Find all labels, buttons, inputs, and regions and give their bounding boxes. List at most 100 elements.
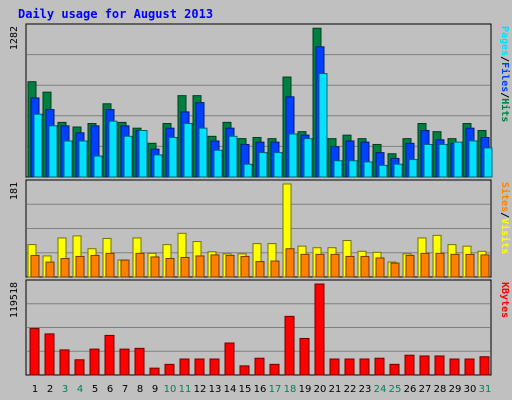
bar-kbytes-day-20 [314, 283, 325, 376]
bar-kbytes-day-28 [434, 355, 445, 376]
side-legend-part: Pages [499, 26, 510, 56]
bar-sites-day-1 [30, 254, 40, 278]
bar-kbytes-day-15 [239, 365, 250, 376]
bar-sites-day-28 [435, 252, 445, 278]
day-label: 30 [464, 384, 477, 395]
day-axis-labels: 1 2 3 4 5 6 7 8 9 10 11 12 13 14 15 16 17 18 19 20 21 22 23 24 2… [32, 384, 492, 395]
bar-kbytes-day-22 [344, 358, 355, 376]
bar-pages-day-27 [423, 143, 433, 178]
bar-pages-day-28 [438, 143, 448, 178]
bar-sites-day-14 [225, 254, 235, 278]
day-label: 14 [224, 384, 237, 395]
bar-pages-day-11 [183, 123, 193, 178]
side-legend-hits: Pages/Files/Hits [499, 26, 511, 122]
bar-kbytes-day-26 [404, 354, 415, 376]
day-label: 3 [62, 384, 68, 395]
bar-sites-day-17 [270, 260, 280, 278]
day-label: 25 [389, 384, 402, 395]
bar-kbytes-day-25 [389, 363, 400, 376]
bar-kbytes-day-17 [269, 363, 280, 376]
bar-kbytes-day-18 [284, 315, 295, 376]
side-legend-kbytes: KBytes [499, 282, 510, 318]
day-label: 13 [209, 384, 222, 395]
bar-pages-day-19 [303, 138, 313, 178]
bar-kbytes-day-3 [59, 349, 70, 376]
bar-pages-day-13 [213, 149, 223, 178]
bar-kbytes-day-12 [194, 358, 205, 376]
bar-pages-day-16 [258, 152, 268, 178]
side-legend-part: Hits [499, 98, 511, 122]
bar-sites-day-2 [45, 261, 55, 278]
side-legend-part: Sites [499, 182, 511, 212]
day-label: 1 [32, 384, 38, 395]
bar-kbytes-day-10 [164, 363, 175, 376]
day-label: 2 [47, 384, 53, 395]
bar-sites-day-30 [465, 253, 475, 278]
bar-sites-day-29 [450, 253, 460, 278]
day-label: 4 [77, 384, 83, 395]
bar-pages-day-14 [228, 135, 238, 178]
bar-kbytes-day-8 [134, 347, 145, 376]
day-label: 22 [344, 384, 357, 395]
bar-kbytes-day-21 [329, 358, 340, 376]
day-label: 17 [269, 384, 282, 395]
bar-sites-day-15 [240, 255, 250, 278]
bar-pages-day-2 [48, 125, 58, 178]
bar-kbytes-day-31 [479, 356, 490, 376]
day-label: 29 [449, 384, 462, 395]
bar-kbytes-day-11 [179, 358, 190, 376]
day-label: 12 [194, 384, 207, 395]
bar-pages-day-18 [288, 133, 298, 178]
day-label: 23 [359, 384, 372, 395]
bar-pages-day-6 [108, 120, 118, 178]
day-label: 5 [92, 384, 98, 395]
day-label: 26 [404, 384, 417, 395]
day-label: 27 [419, 384, 432, 395]
day-label: 31 [479, 384, 492, 395]
bar-kbytes-day-9 [149, 367, 160, 376]
bar-sites-day-8 [135, 252, 145, 278]
bar-pages-day-12 [198, 127, 208, 178]
day-label: 20 [314, 384, 327, 395]
bar-pages-day-26 [408, 159, 418, 178]
bar-sites-day-19 [300, 253, 310, 278]
day-label: 6 [107, 384, 113, 395]
bar-sites-day-7 [120, 259, 130, 278]
bar-kbytes-day-19 [299, 337, 310, 376]
side-legend-part: Files [499, 62, 511, 92]
bar-sites-day-5 [90, 254, 100, 278]
bar-sites-day-24 [375, 257, 385, 278]
bar-kbytes-day-6 [104, 334, 115, 376]
bar-sites-day-26 [405, 254, 415, 278]
side-legend-part: / [499, 56, 510, 62]
bar-pages-day-7 [123, 135, 133, 178]
bar-sites-day-16 [255, 261, 265, 278]
side-legend-visits: Sites/Visits [499, 182, 511, 254]
bar-kbytes-day-30 [464, 358, 475, 376]
bar-sites-day-10 [165, 258, 175, 278]
day-label: 8 [137, 384, 143, 395]
day-label: 28 [434, 384, 447, 395]
day-label: 9 [152, 384, 158, 395]
day-label: 10 [164, 384, 177, 395]
bar-pages-day-30 [468, 140, 478, 178]
bar-sites-day-12 [195, 255, 205, 278]
side-legend-part: / [499, 92, 510, 98]
bar-pages-day-17 [273, 152, 283, 178]
bar-pages-day-22 [348, 160, 358, 178]
y-max-label-kbytes: 119518 [9, 282, 20, 318]
bar-sites-day-3 [60, 258, 70, 278]
panel-kbytes: 119518 KBytes [9, 279, 510, 376]
bar-kbytes-day-23 [359, 358, 370, 376]
day-label: 15 [239, 384, 252, 395]
bar-sites-day-25 [390, 262, 400, 278]
bar-sites-day-22 [345, 255, 355, 278]
bar-pages-day-15 [243, 163, 253, 178]
bar-pages-day-9 [153, 154, 163, 178]
bar-pages-day-1 [33, 113, 43, 178]
bar-kbytes-day-24 [374, 357, 385, 376]
bar-kbytes-day-29 [449, 358, 460, 376]
y-max-label-visits: 181 [9, 182, 20, 200]
